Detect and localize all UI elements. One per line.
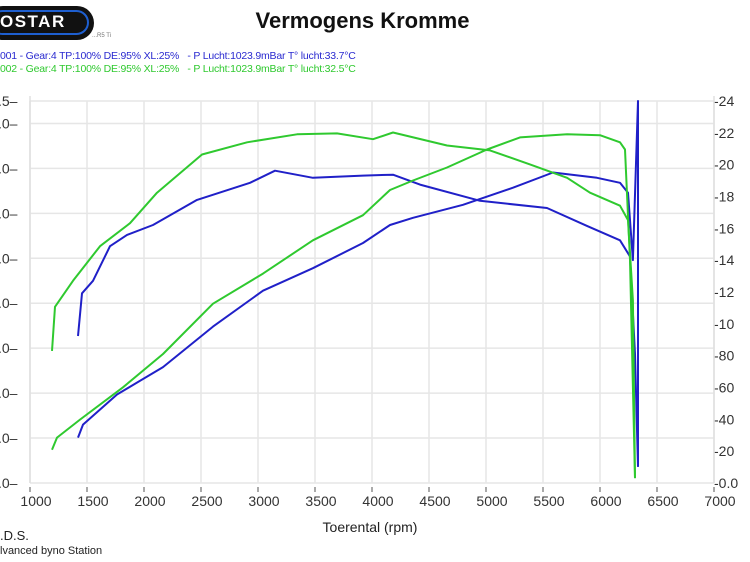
y-right-tick-label: -12 [714, 284, 734, 300]
y-left-tick-label: .0– [0, 385, 18, 401]
y-right-tick-label: -80 [714, 348, 734, 364]
x-tick-label: 1500 [77, 493, 108, 509]
logo-subtext: ...R5 Ti [92, 33, 112, 39]
chart-title: Vermogens Kromme [255, 8, 470, 33]
y-left-tick-label: .0– [0, 475, 18, 491]
y-right-tick-label: -18 [714, 189, 734, 205]
series-001-power-curve [77, 100, 639, 467]
series-002-torque-curve [51, 131, 636, 479]
series-001-torque-curve [77, 169, 639, 467]
footer-brand-subtitle: lvanced byno Station [0, 545, 103, 557]
logo-text: OSTAR [0, 12, 66, 31]
y-left-tick-label: .0– [0, 340, 18, 356]
x-tick-label: 5500 [533, 493, 564, 509]
x-tick-label: 3500 [305, 493, 336, 509]
x-tick-label: 6000 [590, 493, 621, 509]
x-tick-label: 2500 [191, 493, 222, 509]
y-left-tick-label: .5– [0, 93, 18, 109]
series-002-power-curve [51, 133, 636, 479]
y-left-tick-label: .0– [0, 115, 18, 131]
x-tick-label: 4500 [419, 493, 450, 509]
y-left-tick-label: .0– [0, 205, 18, 221]
x-tick-label: 7000 [704, 493, 735, 509]
y-right-tick-label: -16 [714, 220, 734, 236]
x-tick-label: 4000 [362, 493, 393, 509]
logo-border [0, 10, 89, 35]
x-tick-label: 6500 [647, 493, 678, 509]
y-left-tick-label: .0– [0, 250, 18, 266]
x-axis-label: Toerental (rpm) [322, 519, 418, 535]
y-right-tick-label: -20 [714, 443, 734, 459]
y-right-tick-label: -40 [714, 411, 734, 427]
brand-logo: OSTAR [0, 6, 94, 40]
y-right-tick-label: -14 [714, 252, 734, 268]
y-left-tick-label: .0– [0, 295, 18, 311]
y-right-tick-label: -0.0 [714, 475, 738, 491]
legend-entry-002: 002 - Gear:4 TP:100% DE:95% XL:25% - P L… [0, 63, 356, 75]
legend-entry-001: 001 - Gear:4 TP:100% DE:95% XL:25% - P L… [0, 50, 356, 62]
x-tick-label: 3000 [248, 493, 279, 509]
y-left-tick-label: .0– [0, 430, 18, 446]
y-right-tick-label: -60 [714, 380, 734, 396]
x-tick-label: 2000 [134, 493, 165, 509]
x-tick-label: 1000 [20, 493, 51, 509]
y-right-tick-label: -24 [714, 93, 734, 109]
x-tick-label: 5000 [476, 493, 507, 509]
footer-brand: .D.S. [0, 528, 29, 543]
y-right-tick-label: -22 [714, 125, 734, 141]
y-right-tick-label: -20 [714, 157, 734, 173]
y-right-tick-label: -10 [714, 316, 734, 332]
y-left-tick-label: .0– [0, 160, 18, 176]
